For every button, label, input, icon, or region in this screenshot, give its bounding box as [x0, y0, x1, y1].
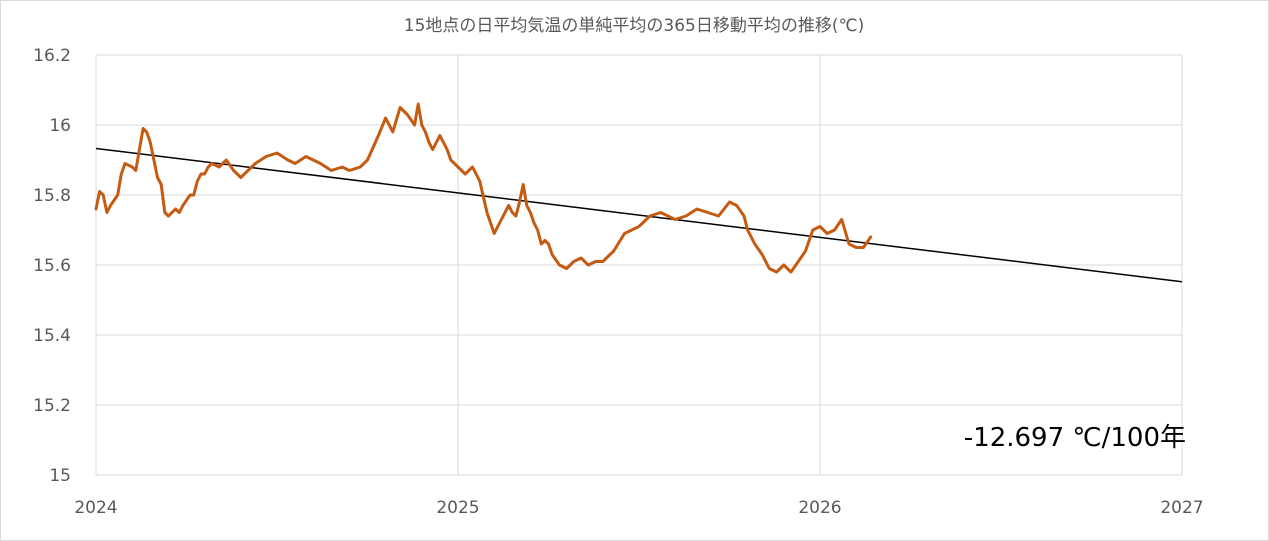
x-tick-label: 2025 [436, 498, 479, 518]
y-tick-label: 16 [49, 116, 71, 136]
y-tick-label: 15 [49, 466, 71, 486]
series-group [94, 102, 873, 274]
gridlines [95, 54, 1183, 476]
y-tick-label: 15.8 [33, 186, 71, 206]
y-tick-label: 15.6 [33, 256, 71, 276]
x-tick-label: 2027 [1160, 498, 1203, 518]
x-tick-label: 2026 [798, 498, 841, 518]
y-tick-label: 15.2 [33, 396, 71, 416]
x-axis-tick-labels: 2024 2025 2026 2027 [74, 498, 1203, 518]
chart-title: 15地点の日平均気温の単純平均の365日移動平均の推移(℃) [404, 16, 864, 36]
trend-annotation: -12.697 ℃/100年 [964, 423, 1186, 453]
trend-line-group [95, 147, 1183, 283]
series-line [94, 102, 873, 274]
y-axis-tick-labels: 15 15.2 15.4 15.6 15.8 16 16.2 [33, 46, 71, 486]
x-tick-label: 2024 [74, 498, 117, 518]
y-tick-label: 15.4 [33, 326, 71, 346]
trend-line [95, 147, 1183, 283]
y-tick-label: 16.2 [33, 46, 71, 66]
